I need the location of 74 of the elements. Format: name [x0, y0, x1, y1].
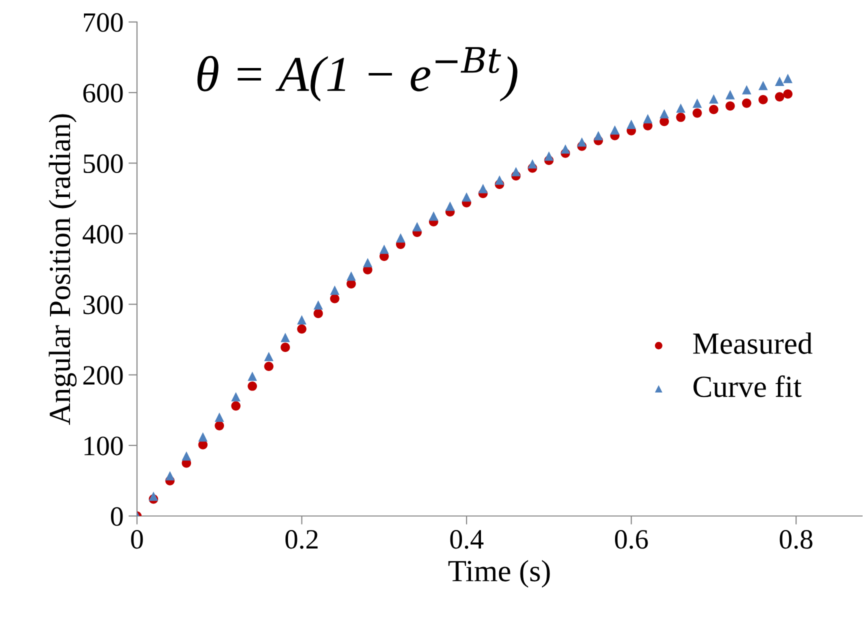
point [726, 101, 735, 111]
point [742, 98, 752, 108]
point [660, 109, 669, 118]
point [758, 94, 768, 104]
point [610, 125, 620, 135]
y-tick-label: 100 [84, 436, 123, 456]
point [783, 74, 793, 84]
point [478, 184, 488, 194]
point [380, 244, 389, 254]
point [198, 432, 208, 442]
y-tick-label: 200 [83, 366, 123, 385]
point [346, 271, 356, 281]
point [783, 89, 793, 99]
legend-label: Measured [693, 332, 812, 354]
point [314, 300, 323, 310]
point [626, 120, 636, 129]
point [264, 352, 274, 362]
point [363, 258, 372, 268]
point [330, 294, 340, 304]
y-tick-label: 500 [84, 154, 123, 174]
point [676, 103, 686, 113]
point [494, 175, 504, 185]
x-tick-label: 0.6 [615, 530, 648, 549]
point [297, 324, 306, 334]
point [726, 90, 735, 100]
point [231, 392, 241, 402]
x-axis-title: Time (s) [448, 560, 550, 588]
annotation: θ = A(1 − e$^{−Bt}$) [197, 47, 518, 102]
point [148, 492, 158, 501]
point [330, 286, 340, 295]
point [709, 94, 718, 104]
point [231, 401, 241, 411]
point [774, 92, 784, 102]
point [428, 211, 438, 221]
y-tick-label: 0 [110, 507, 123, 526]
y-tick-label: 300 [83, 295, 123, 314]
point [692, 98, 702, 108]
y-tick-label: 700 [84, 13, 123, 32]
point [758, 80, 768, 90]
point [594, 130, 604, 140]
point [214, 421, 224, 430]
point [462, 192, 472, 202]
point [182, 451, 192, 461]
point [314, 308, 323, 318]
y-axis-title: Angular Position (radian) [48, 114, 77, 425]
point [412, 222, 422, 232]
point [396, 233, 406, 243]
point [280, 332, 290, 342]
x-tick-label: 0.4 [450, 530, 484, 549]
point [248, 372, 257, 381]
x-tick-label: 0.8 [780, 530, 812, 549]
point [643, 114, 652, 124]
point [528, 159, 538, 169]
point [248, 381, 257, 391]
point [280, 342, 290, 352]
y-tick-label: 600 [83, 84, 123, 102]
point [445, 202, 455, 211]
point [214, 412, 224, 422]
point [511, 166, 521, 176]
point [676, 112, 686, 122]
point [774, 76, 784, 86]
y-tick-label: 400 [82, 224, 123, 244]
point [692, 108, 702, 118]
point [297, 315, 306, 324]
point [577, 137, 587, 147]
point [742, 85, 752, 94]
point [264, 362, 274, 372]
legend-label: Curve fit [694, 375, 802, 398]
point [709, 104, 718, 114]
x-tick-label: 0.2 [285, 530, 318, 549]
point [560, 144, 570, 154]
x-tick-label: 0 [131, 530, 143, 549]
point [165, 471, 175, 480]
point [544, 151, 554, 161]
